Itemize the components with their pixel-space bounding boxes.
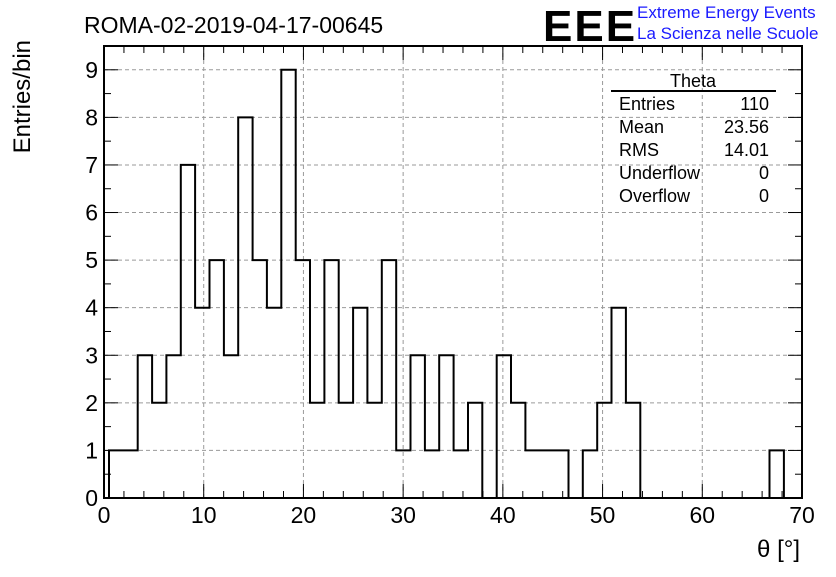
x-tick-labels: 0 10 20 30 40 50 60 70 <box>98 502 815 528</box>
grid-lines <box>104 46 802 498</box>
y-tick-label: 0 <box>85 485 98 511</box>
axis-ticks <box>103 45 803 499</box>
eee-logo: EEE Extreme Energy Events La Scienza nel… <box>543 2 818 51</box>
logo-line-1: Extreme Energy Events <box>637 3 816 22</box>
stats-row-label: Mean <box>619 117 664 137</box>
stats-row-value: 0 <box>759 163 769 183</box>
y-tick-label: 4 <box>85 295 98 321</box>
stats-row-label: RMS <box>619 140 659 160</box>
stats-row-value: 110 <box>740 94 769 114</box>
x-tick-label: 30 <box>390 502 416 528</box>
plot-frame <box>103 45 803 499</box>
x-tick-label: 70 <box>789 502 815 528</box>
logo-line-2: La Scienza nelle Scuole <box>637 24 818 43</box>
x-axis-title: θ [°] <box>757 536 800 563</box>
stats-row-value: 14.01 <box>724 140 769 160</box>
y-tick-label: 7 <box>85 152 98 178</box>
y-tick-label: 6 <box>85 200 98 226</box>
stats-row-label: Underflow <box>619 163 701 183</box>
y-tick-labels: 0 1 2 3 4 5 6 7 8 9 <box>85 57 98 511</box>
y-tick-label: 9 <box>85 57 98 83</box>
stats-rows: Entries 110 Mean 23.56 RMS 14.01 Underflow 0 Ove… <box>619 94 769 206</box>
stats-row-label: Entries <box>619 94 675 114</box>
x-tick-label: 60 <box>689 502 715 528</box>
run-title: ROMA-02-2019-04-17-00645 <box>84 12 383 38</box>
stats-row-value: 0 <box>759 186 769 206</box>
y-tick-label: 1 <box>85 437 98 463</box>
y-tick-label: 2 <box>85 390 98 416</box>
stats-row-label: Overflow <box>619 186 691 206</box>
x-tick-label: 50 <box>590 502 616 528</box>
x-tick-label: 20 <box>291 502 317 528</box>
y-tick-label: 8 <box>85 104 98 130</box>
stats-box: Theta Entries 110 Mean 23.56 RMS 14.01 Underfl… <box>611 71 776 206</box>
y-axis-title: Entries/bin <box>9 40 36 153</box>
stats-row-value: 23.56 <box>724 117 769 137</box>
y-tick-label: 5 <box>85 247 98 273</box>
stats-title: Theta <box>670 71 717 91</box>
y-tick-label: 3 <box>85 342 98 368</box>
eee-logo-mark: EEE <box>543 2 637 51</box>
x-tick-label: 10 <box>191 502 217 528</box>
x-tick-label: 0 <box>98 502 111 528</box>
x-tick-label: 40 <box>490 502 516 528</box>
histogram-series <box>108 68 785 499</box>
